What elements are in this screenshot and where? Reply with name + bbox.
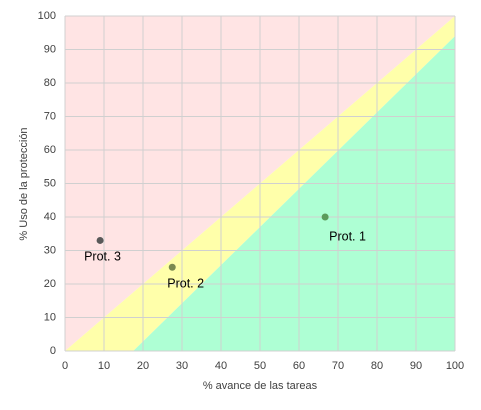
x-tick-label: 40 <box>215 360 227 372</box>
points: Prot. 1 Prot. 2 Prot. 3 <box>84 213 366 291</box>
y-tick-label: 100 <box>38 10 56 22</box>
y-axis-title: % Uso de la protección <box>18 127 30 240</box>
y-tick-label: 20 <box>44 278 56 290</box>
point <box>321 213 329 221</box>
x-tick-label: 10 <box>98 360 110 372</box>
zone <box>133 36 455 351</box>
y-tick-label: 0 <box>50 345 56 357</box>
x-tick-label: 50 <box>254 360 266 372</box>
y-tick-label: 60 <box>44 144 56 156</box>
y-tick-label: 50 <box>44 177 56 189</box>
x-axis-title: % avance de las tareas <box>203 380 318 392</box>
x-tick-label: 90 <box>410 360 422 372</box>
point-label: Prot. 3 <box>84 250 121 264</box>
point-label: Prot. 2 <box>167 277 204 291</box>
x-tick-label: 60 <box>293 360 305 372</box>
y-tick-label: 40 <box>44 211 56 223</box>
x-tick-label: 20 <box>137 360 149 372</box>
x-tick-label: 30 <box>176 360 188 372</box>
y-tick-label: 70 <box>44 110 56 122</box>
y-tick-label: 10 <box>44 311 56 323</box>
x-tick-label: 80 <box>371 360 383 372</box>
point <box>96 236 104 244</box>
y-tick-label: 90 <box>44 43 56 55</box>
point-label: Prot. 1 <box>329 229 366 243</box>
x-tick-label: 70 <box>332 360 344 372</box>
x-tick-label: 100 <box>446 360 464 372</box>
point <box>168 263 176 271</box>
grid: 0 10 20 30 40 50 60 70 80 90 100 0 10 20 30 40 50 60 70 80 9… <box>38 10 465 372</box>
y-tick-label: 30 <box>44 244 56 256</box>
x-tick-label: 0 <box>62 360 68 372</box>
y-tick-label: 80 <box>44 77 56 89</box>
